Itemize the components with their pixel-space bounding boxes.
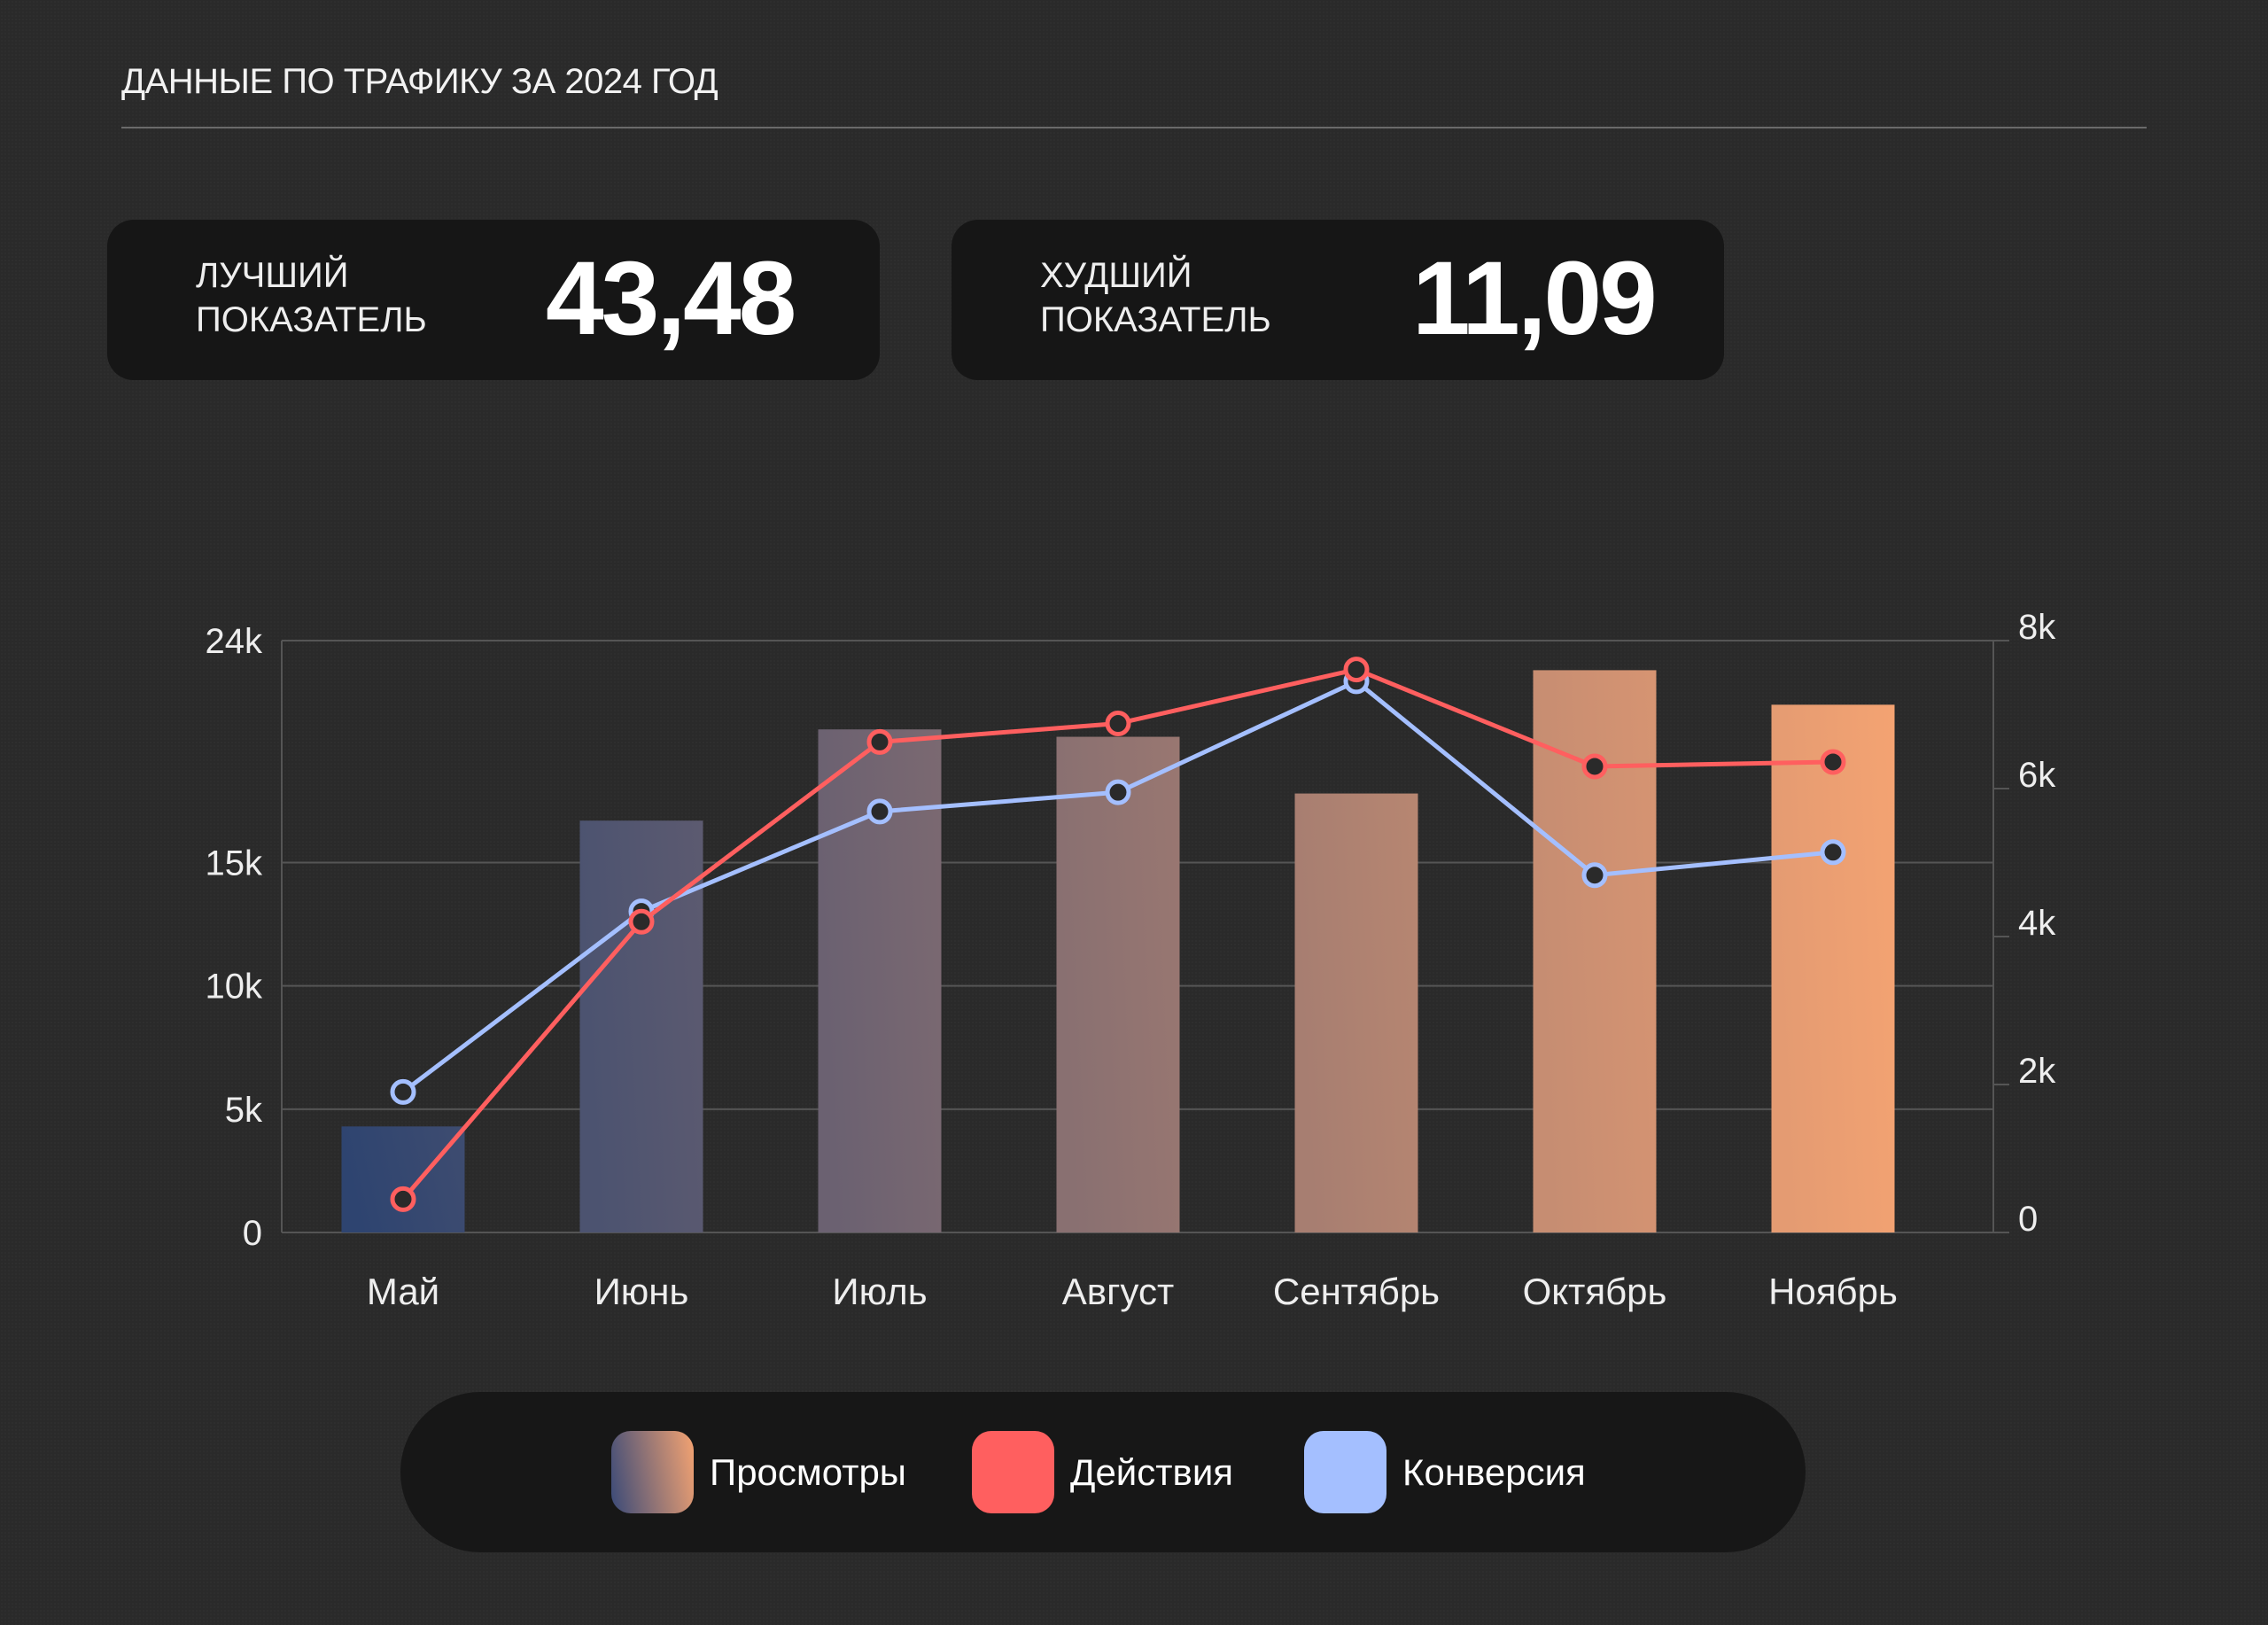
x-axis-label: Ноябрь (1768, 1271, 1898, 1312)
point-conversion (866, 798, 893, 825)
label-line: ПОКАЗАТЕЛЬ (196, 300, 427, 339)
left-axis-tick-label: 15k (206, 844, 263, 883)
x-axis-label: Июль (832, 1271, 927, 1312)
x-axis-label: Октябрь (1523, 1271, 1667, 1312)
point-conversion (1820, 839, 1846, 866)
bar-views (1771, 704, 1895, 1232)
legend-item-actions[interactable]: Действия (972, 1431, 1233, 1513)
legend-swatch-conversion (1304, 1431, 1386, 1513)
left-axis-tick-label: 0 (243, 1214, 262, 1253)
bar-views (341, 1126, 465, 1232)
worst-metric-label: ХУДШИЙ ПОКАЗАТЕЛЬ (1040, 253, 1271, 342)
legend-swatch-actions (972, 1431, 1054, 1513)
point-conversion (1581, 862, 1608, 889)
best-metric-label: ЛУЧШИЙ ПОКАЗАТЕЛЬ (196, 253, 427, 342)
best-metric-value: 43,48 (546, 240, 796, 357)
point-conversion (1105, 779, 1131, 805)
right-axis-tick-label: 8k (2018, 608, 2056, 647)
point-actions (866, 728, 893, 755)
point-actions (1820, 749, 1846, 775)
point-conversion (390, 1078, 416, 1105)
legend-label: Конверсия (1402, 1450, 1586, 1493)
worst-metric-card: ХУДШИЙ ПОКАЗАТЕЛЬ 11,09 (951, 220, 1724, 380)
x-axis-label: Сентябрь (1273, 1271, 1440, 1312)
legend-label: Действия (1070, 1450, 1234, 1493)
left-axis-tick-label: 5k (225, 1091, 263, 1130)
page-title: ДАННЫЕ ПО ТРАФИКУ ЗА 2024 ГОД (121, 62, 718, 101)
right-axis-tick-label: 6k (2018, 756, 2056, 795)
right-axis-tick-label: 4k (2018, 904, 2056, 943)
legend-swatch-views (611, 1431, 694, 1513)
point-actions (1105, 711, 1131, 737)
chart-legend: Просмотры Действия Конверсия (400, 1392, 1806, 1552)
x-axis-label: Май (367, 1271, 439, 1312)
left-axis-tick-label: 10k (206, 968, 263, 1007)
x-axis-label: Июнь (594, 1271, 689, 1312)
left-axis-tick-label: 24k (206, 622, 263, 661)
legend-item-views[interactable]: Просмотры (611, 1431, 906, 1513)
bar-views (579, 820, 703, 1232)
bar-views (1056, 736, 1180, 1232)
label-line: ПОКАЗАТЕЛЬ (1040, 300, 1271, 339)
point-actions (628, 908, 655, 935)
legend-label: Просмотры (710, 1450, 906, 1493)
title-divider (121, 127, 2147, 128)
worst-metric-value: 11,09 (1412, 240, 1658, 357)
right-axis-tick-label: 2k (2018, 1052, 2056, 1091)
right-axis-tick-label: 0 (2018, 1200, 2038, 1239)
legend-item-conversion[interactable]: Конверсия (1304, 1431, 1586, 1513)
best-metric-card: ЛУЧШИЙ ПОКАЗАТЕЛЬ 43,48 (107, 220, 880, 380)
label-line: ЛУЧШИЙ (196, 256, 349, 295)
point-actions (1581, 753, 1608, 780)
x-axis-label: Август (1062, 1271, 1174, 1312)
label-line: ХУДШИЙ (1040, 256, 1192, 295)
point-actions (1343, 657, 1370, 683)
point-actions (390, 1186, 416, 1212)
bar-views (1294, 793, 1418, 1232)
